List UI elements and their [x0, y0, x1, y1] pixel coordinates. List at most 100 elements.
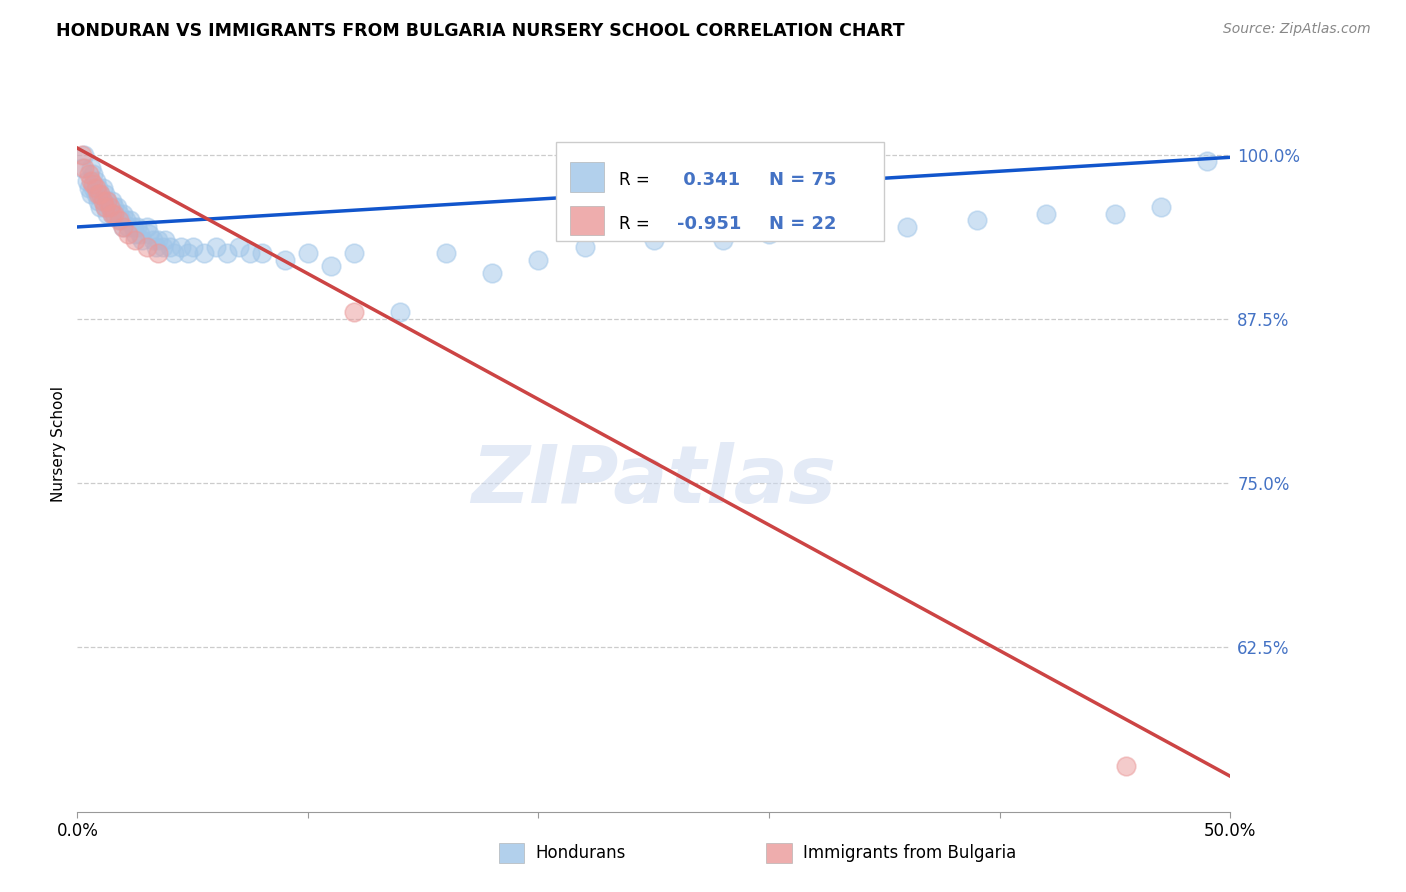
Point: [135, 219, 157, 234]
Text: ZIPatlas: ZIPatlas: [471, 442, 837, 519]
Point: [112, 219, 135, 234]
Point: [101, 207, 124, 221]
Point: [87, 187, 110, 202]
Point: [527, 252, 550, 267]
Point: [76, 174, 98, 188]
Point: [121, 219, 143, 234]
FancyBboxPatch shape: [569, 206, 605, 235]
Point: [70, 147, 93, 161]
Point: [89, 187, 111, 202]
Point: [91, 194, 114, 208]
Point: [142, 233, 165, 247]
Point: [87, 180, 110, 194]
Point: [89, 200, 111, 214]
Point: [70, 161, 93, 175]
Point: [96, 194, 118, 208]
Point: [1115, 758, 1137, 772]
Text: R =: R =: [619, 170, 650, 189]
Point: [80, 161, 103, 175]
FancyBboxPatch shape: [569, 162, 605, 192]
Point: [82, 177, 104, 191]
Point: [193, 246, 215, 260]
Point: [343, 305, 366, 319]
Point: [217, 246, 239, 260]
Point: [108, 213, 131, 227]
Point: [643, 233, 665, 247]
Point: [1197, 154, 1219, 169]
Point: [163, 246, 186, 260]
Point: [80, 174, 103, 188]
Point: [82, 180, 104, 194]
Text: N = 75: N = 75: [769, 170, 837, 189]
Point: [98, 200, 121, 214]
Point: [159, 240, 181, 254]
Point: [82, 167, 104, 181]
Point: [91, 180, 114, 194]
Point: [108, 207, 131, 221]
Point: [239, 246, 262, 260]
Point: [1104, 207, 1126, 221]
Point: [135, 240, 157, 254]
Text: -0.951: -0.951: [676, 214, 741, 233]
Point: [96, 194, 118, 208]
Point: [1035, 207, 1057, 221]
Point: [297, 246, 319, 260]
Point: [91, 194, 114, 208]
Point: [120, 213, 142, 227]
Point: [77, 167, 100, 181]
Point: [177, 246, 200, 260]
Point: [204, 240, 226, 254]
Point: [94, 187, 117, 202]
Point: [73, 161, 96, 175]
Point: [128, 227, 150, 241]
Text: Source: ZipAtlas.com: Source: ZipAtlas.com: [1223, 22, 1371, 37]
Point: [389, 305, 412, 319]
Point: [103, 200, 125, 214]
Point: [1150, 200, 1173, 214]
Point: [343, 246, 366, 260]
Point: [117, 227, 139, 241]
Point: [146, 246, 169, 260]
Point: [170, 240, 193, 254]
Text: HONDURAN VS IMMIGRANTS FROM BULGARIA NURSERY SCHOOL CORRELATION CHART: HONDURAN VS IMMIGRANTS FROM BULGARIA NUR…: [56, 22, 905, 40]
Point: [138, 227, 160, 241]
Point: [131, 233, 153, 247]
Point: [574, 240, 596, 254]
Point: [153, 233, 176, 247]
Point: [105, 200, 128, 214]
Point: [250, 246, 273, 260]
Point: [896, 219, 918, 234]
Point: [117, 219, 139, 234]
FancyBboxPatch shape: [555, 142, 884, 242]
Point: [145, 240, 167, 254]
Point: [127, 219, 149, 234]
Point: [73, 147, 96, 161]
Point: [152, 240, 174, 254]
Point: [758, 227, 780, 241]
Point: [319, 260, 342, 274]
Point: [146, 233, 169, 247]
Point: [101, 207, 124, 221]
Text: Hondurans: Hondurans: [536, 844, 626, 862]
Point: [77, 180, 100, 194]
Point: [827, 219, 849, 234]
Text: N = 22: N = 22: [769, 214, 837, 233]
Point: [80, 187, 103, 202]
Text: 0.341: 0.341: [676, 170, 740, 189]
Text: R =: R =: [619, 214, 650, 233]
Point: [84, 187, 107, 202]
Point: [96, 207, 118, 221]
Point: [434, 246, 457, 260]
Point: [274, 252, 297, 267]
Point: [94, 200, 117, 214]
Point: [103, 207, 125, 221]
Point: [89, 187, 111, 202]
Point: [103, 207, 125, 221]
Point: [101, 194, 124, 208]
Point: [112, 219, 135, 234]
Point: [84, 180, 107, 194]
Point: [110, 213, 132, 227]
Point: [124, 233, 146, 247]
Point: [84, 174, 107, 188]
Point: [98, 200, 121, 214]
